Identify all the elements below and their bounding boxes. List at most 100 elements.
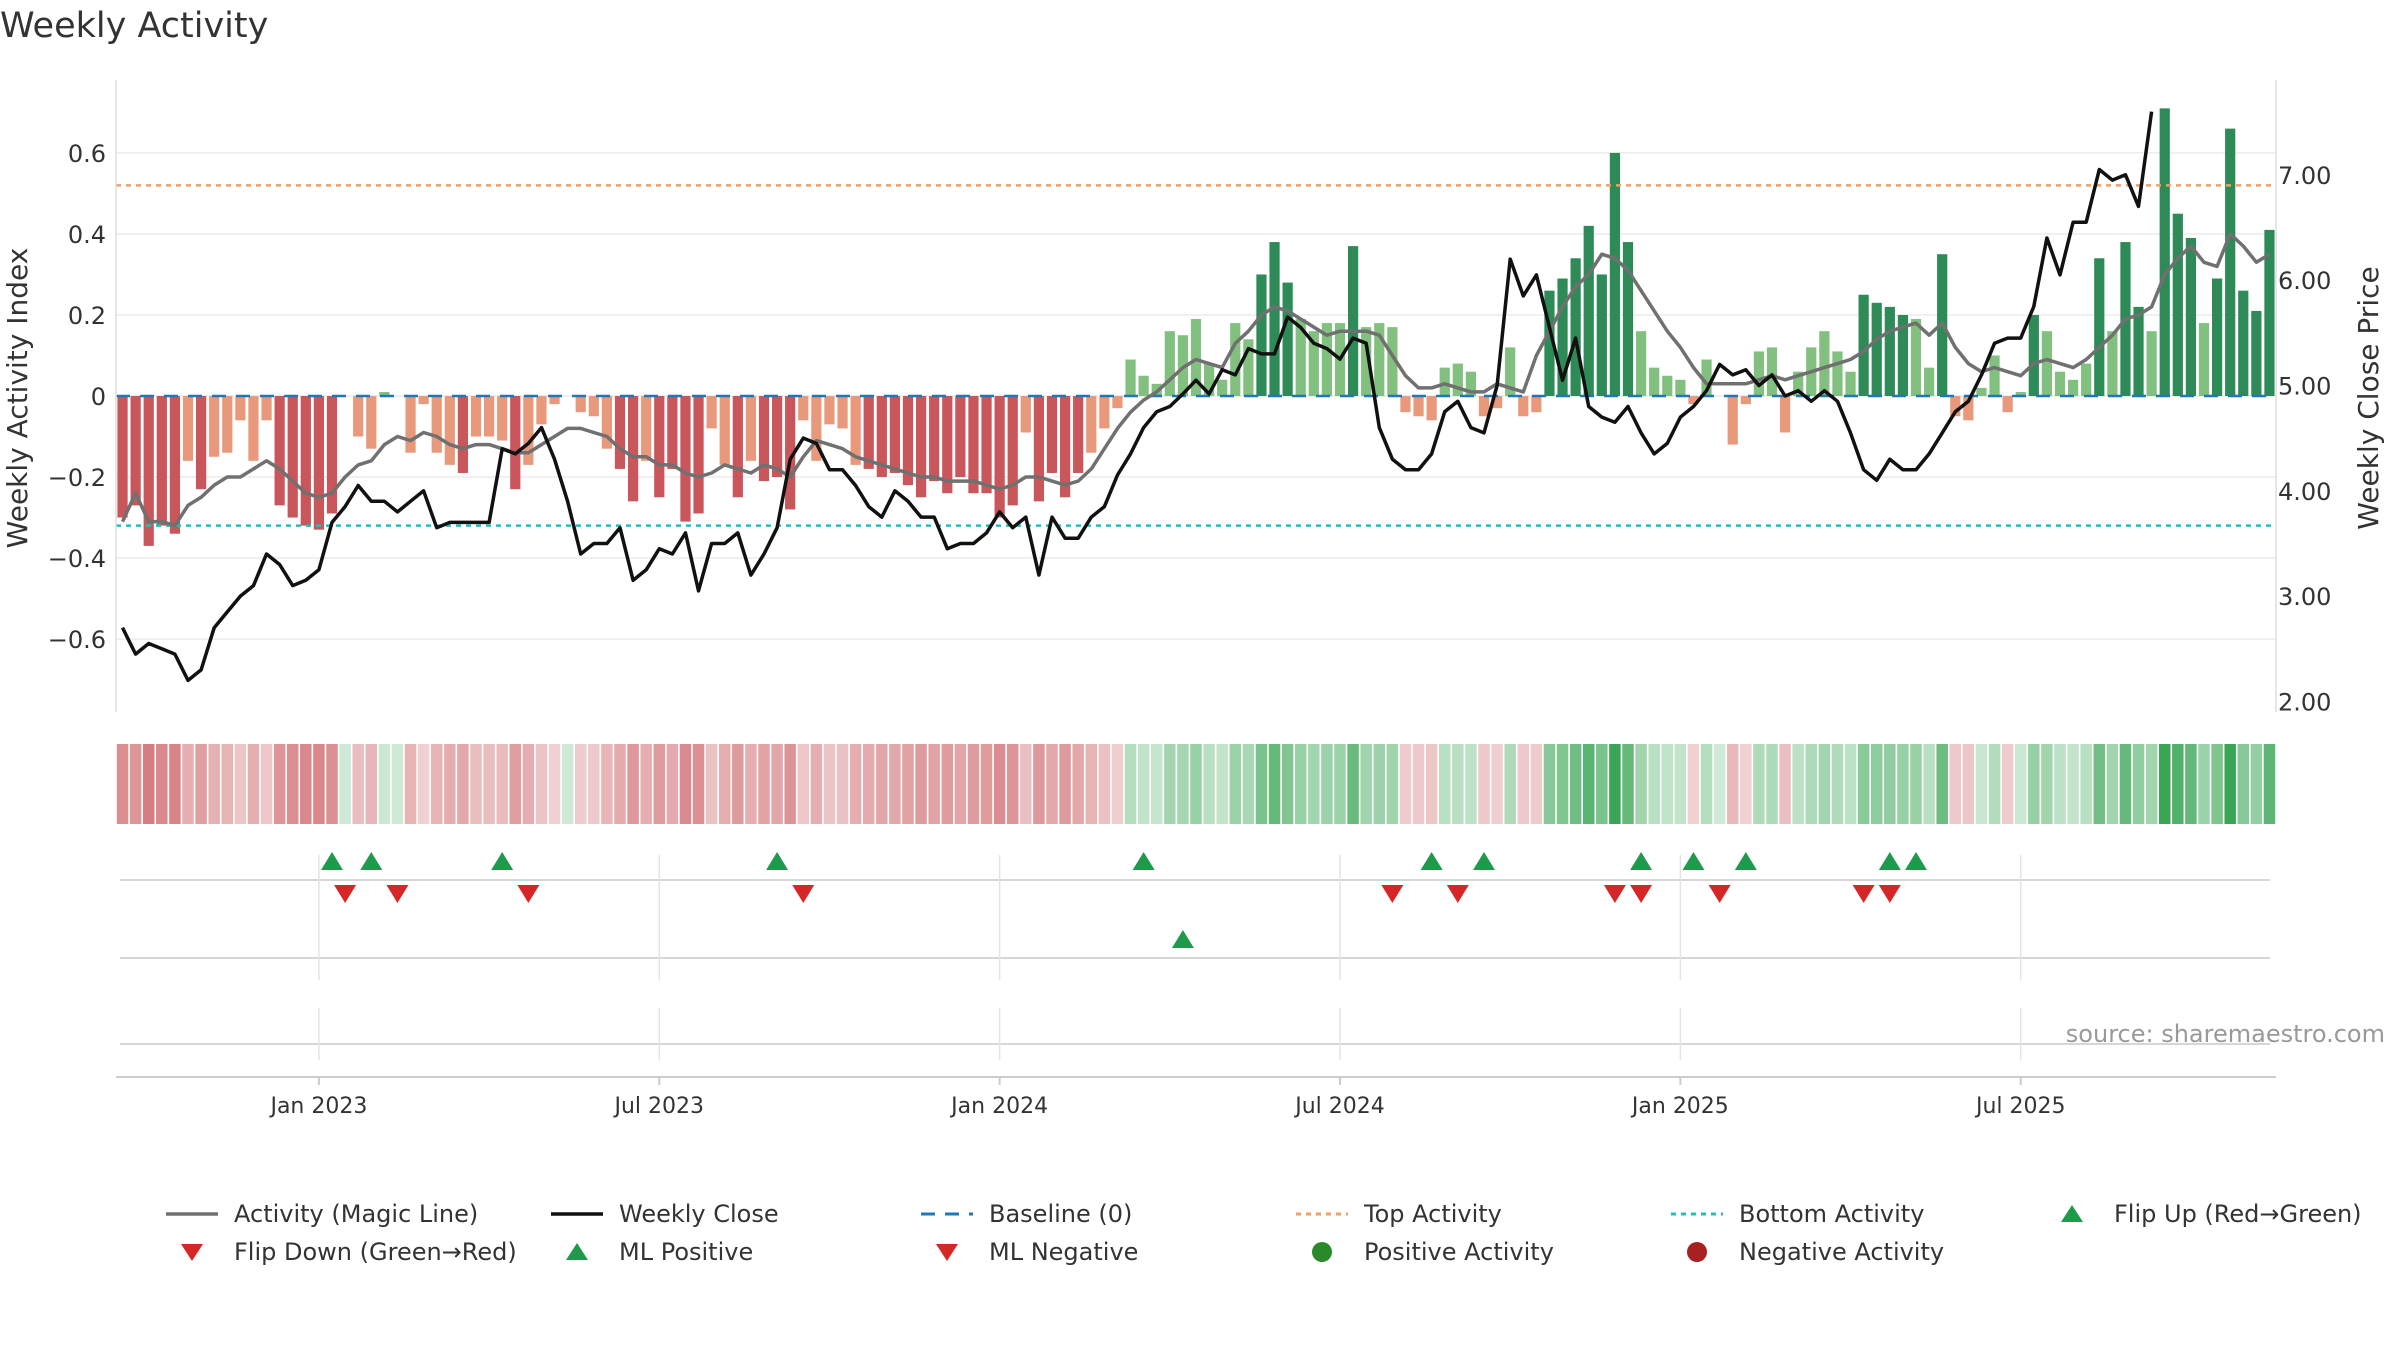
activity-bar xyxy=(1099,396,1110,429)
activity-bar xyxy=(2185,238,2197,396)
heat-cell xyxy=(313,744,325,824)
heat-cell xyxy=(260,744,273,824)
heat-cell xyxy=(1975,744,1988,824)
flip-up-marker xyxy=(1420,852,1443,870)
heat-cell xyxy=(2106,744,2119,824)
activity-bar xyxy=(1963,396,1974,421)
heat-cell xyxy=(2237,744,2250,824)
activity-bar xyxy=(1478,396,1490,417)
y2-tick-label: 4.00 xyxy=(2278,478,2331,506)
activity-bar xyxy=(2251,310,2262,396)
heat-cell xyxy=(182,744,194,824)
activity-bar xyxy=(156,396,167,526)
activity-bar xyxy=(549,396,560,405)
activity-bar xyxy=(667,396,678,469)
activity-bar xyxy=(575,396,586,413)
heat-cell xyxy=(509,744,522,824)
heat-cell xyxy=(1242,744,1255,824)
heat-cell xyxy=(797,744,810,824)
activity-bar xyxy=(942,396,953,494)
y2-tick-label: 2.00 xyxy=(2278,688,2331,716)
activity-bar xyxy=(1688,396,1699,405)
heat-cell xyxy=(1268,744,1281,824)
heat-cell xyxy=(417,744,430,824)
y2-tick-label: 6.00 xyxy=(2278,267,2331,295)
y-tick-label: −0.2 xyxy=(48,464,106,492)
heat-cell xyxy=(234,744,247,824)
activity-bar xyxy=(1020,396,1031,433)
x-axis: Jan 2023 Jul 2023 Jan 2024 Jul 2024 Jan 2025… xyxy=(116,855,2276,1119)
heat-cell xyxy=(1530,744,1543,824)
activity-bar xyxy=(2081,363,2092,396)
legend-item: Top Activity xyxy=(1290,1200,1502,1228)
activity-bar xyxy=(1452,363,1463,396)
heat-cell xyxy=(1334,744,1346,824)
flip-up-marker xyxy=(1682,852,1705,870)
activity-bar xyxy=(1387,327,1398,396)
heat-cell xyxy=(1596,744,1608,824)
activity-bar xyxy=(1059,396,1071,498)
activity-bar xyxy=(248,396,259,461)
activity-bar xyxy=(287,396,298,518)
activity-bar xyxy=(1203,363,1215,396)
legend-label: ML Negative xyxy=(989,1238,1139,1266)
heat-cell xyxy=(1635,744,1647,824)
legend-label: Flip Down (Green→Red) xyxy=(234,1238,517,1266)
heat-cell xyxy=(666,744,679,824)
activity-bar xyxy=(1282,282,1293,396)
activity-bar xyxy=(1230,323,1241,396)
heat-cell xyxy=(1020,744,1032,824)
activity-bar xyxy=(2238,290,2249,396)
heat-cell xyxy=(208,744,220,824)
flip-down-marker xyxy=(1852,885,1875,903)
heat-cell xyxy=(941,744,954,824)
legend-label: ML Positive xyxy=(619,1238,754,1266)
heat-cell xyxy=(1072,744,1084,824)
flip-down-marker xyxy=(1630,885,1653,903)
legend-symbol-icon xyxy=(1296,1212,1348,1216)
heat-cell xyxy=(2014,744,2027,824)
flip-down-marker xyxy=(517,885,540,903)
y2-tick-label: 5.00 xyxy=(2278,372,2331,400)
activity-bar xyxy=(1649,367,1660,396)
legend-label: Top Activity xyxy=(1364,1200,1502,1228)
activity-bar xyxy=(2028,314,2039,396)
activity-bar xyxy=(811,396,822,461)
heat-cell xyxy=(1399,744,1412,824)
activity-bar xyxy=(182,396,194,461)
legend-item: Negative Activity xyxy=(1665,1238,1944,1266)
activity-bar xyxy=(2094,258,2105,396)
heat-cell xyxy=(588,744,600,824)
heat-cell xyxy=(862,744,875,824)
heat-cell xyxy=(2172,744,2184,824)
activity-bar xyxy=(758,396,770,482)
heat-cell xyxy=(1478,744,1490,824)
heat-cell xyxy=(1216,744,1228,824)
activity-bar xyxy=(902,396,914,486)
legend-symbol-icon xyxy=(2061,1205,2083,1222)
heat-cell xyxy=(1753,744,1765,824)
heat-cell xyxy=(967,744,980,824)
heat-cell xyxy=(142,744,155,824)
heat-cell xyxy=(496,744,508,824)
activity-bar xyxy=(1426,396,1437,421)
heat-cell xyxy=(1674,744,1687,824)
heat-cell xyxy=(1949,744,1962,824)
heat-cell xyxy=(1059,744,1071,824)
legend-label: Bottom Activity xyxy=(1739,1200,1925,1228)
heat-cell xyxy=(1988,744,2001,824)
magic-line-series xyxy=(120,232,2271,528)
legend-symbol-icon xyxy=(551,1212,603,1216)
heat-cell xyxy=(1517,744,1530,824)
activity-bar xyxy=(2041,331,2053,396)
heat-cell xyxy=(745,744,757,824)
activity-bar xyxy=(1793,371,1804,396)
heat-cell xyxy=(771,744,783,824)
legend-symbol-icon xyxy=(166,1212,218,1216)
activity-bar xyxy=(1361,327,1372,396)
activity-bar xyxy=(379,391,390,396)
y-tick-label: −0.4 xyxy=(48,545,106,573)
flip-up-marker xyxy=(766,852,789,870)
heat-cell xyxy=(470,744,482,824)
activity-bar xyxy=(1007,396,1018,506)
